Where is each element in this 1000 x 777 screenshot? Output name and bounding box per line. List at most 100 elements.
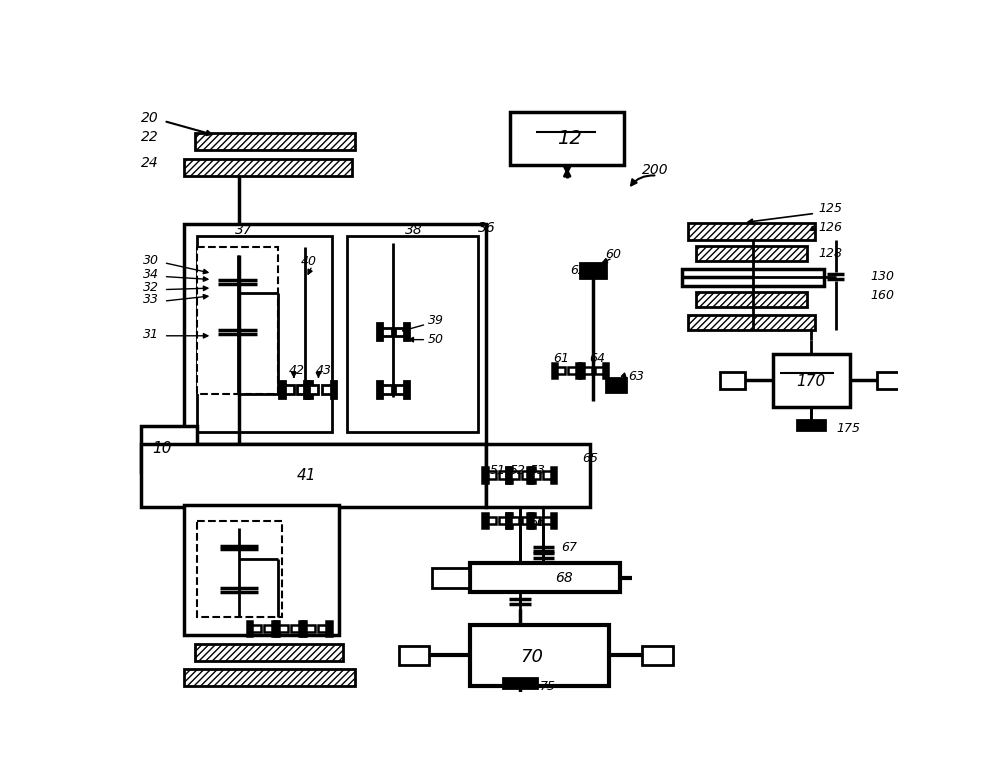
Bar <box>557 367 565 375</box>
Bar <box>184 669 355 686</box>
Text: 126: 126 <box>818 221 842 235</box>
Text: 50: 50 <box>428 333 444 346</box>
Text: 65: 65 <box>582 452 598 465</box>
Bar <box>197 521 282 617</box>
Bar <box>506 468 512 483</box>
Bar <box>404 323 409 340</box>
Bar <box>797 420 825 430</box>
Text: 62: 62 <box>570 264 586 277</box>
Bar <box>773 354 850 407</box>
Bar <box>184 224 486 444</box>
Text: 170: 170 <box>796 374 825 388</box>
Text: 20: 20 <box>141 111 159 125</box>
Bar <box>506 468 511 483</box>
Text: 200: 200 <box>642 163 668 177</box>
Bar <box>197 247 278 393</box>
Bar <box>642 646 673 665</box>
Bar <box>488 472 496 479</box>
Bar <box>877 372 901 389</box>
Text: 130: 130 <box>871 270 895 283</box>
Bar <box>252 625 261 632</box>
Bar <box>533 472 540 479</box>
Bar <box>470 563 620 592</box>
Bar <box>603 363 608 378</box>
Text: 75: 75 <box>539 680 555 692</box>
Text: 32: 32 <box>143 280 159 294</box>
Bar <box>511 517 519 524</box>
Bar <box>306 625 315 632</box>
Bar <box>595 367 603 375</box>
Bar <box>529 513 535 528</box>
Text: 40: 40 <box>301 255 317 267</box>
Bar <box>285 385 294 394</box>
Bar <box>264 625 272 632</box>
Bar <box>696 246 807 261</box>
Bar <box>576 363 581 378</box>
Bar <box>432 568 469 587</box>
Text: 125: 125 <box>818 202 842 215</box>
Bar <box>184 159 352 176</box>
Text: 53: 53 <box>529 464 545 477</box>
Text: 38: 38 <box>405 223 422 237</box>
Text: 41: 41 <box>297 468 316 483</box>
Bar <box>606 378 626 392</box>
Bar <box>482 513 488 528</box>
Text: 30: 30 <box>143 254 159 267</box>
Bar <box>326 621 332 636</box>
Bar <box>580 263 606 278</box>
Bar <box>377 323 382 340</box>
Bar <box>331 382 336 398</box>
Text: 12: 12 <box>557 129 582 148</box>
Bar <box>527 513 533 528</box>
Bar <box>322 385 331 394</box>
Text: 68: 68 <box>555 570 573 584</box>
Bar <box>682 269 824 286</box>
Bar <box>584 367 592 375</box>
Bar <box>279 382 285 398</box>
Bar <box>510 113 624 165</box>
Text: 63: 63 <box>628 370 644 383</box>
Text: 67: 67 <box>561 541 577 554</box>
Bar <box>404 382 409 398</box>
Text: 61: 61 <box>553 353 569 365</box>
Bar <box>551 468 556 483</box>
Bar <box>399 646 429 665</box>
Bar <box>522 472 529 479</box>
Text: 22: 22 <box>141 130 159 144</box>
Bar <box>568 367 576 375</box>
Bar <box>141 444 486 507</box>
Bar <box>503 678 537 688</box>
Bar <box>688 222 815 239</box>
Bar <box>720 372 745 389</box>
Bar <box>395 328 404 336</box>
Bar <box>318 625 326 632</box>
Bar <box>309 385 318 394</box>
Bar <box>382 328 392 336</box>
Text: 33: 33 <box>143 293 159 306</box>
Bar <box>579 363 584 378</box>
Bar <box>552 363 557 378</box>
Bar <box>499 517 506 524</box>
Bar <box>499 472 506 479</box>
Text: 160: 160 <box>871 289 895 302</box>
Bar <box>533 517 540 524</box>
Bar <box>506 513 512 528</box>
Text: 66: 66 <box>529 517 545 529</box>
Text: 175: 175 <box>836 422 860 434</box>
Bar <box>696 292 807 307</box>
Text: 70: 70 <box>520 648 543 666</box>
Text: 31: 31 <box>143 328 159 341</box>
Bar <box>184 505 339 635</box>
Bar <box>306 382 312 398</box>
Bar <box>247 621 252 636</box>
Bar <box>529 468 535 483</box>
Bar <box>395 385 404 394</box>
Bar <box>272 621 278 636</box>
Bar <box>297 385 306 394</box>
Bar <box>141 426 197 472</box>
Text: 60: 60 <box>605 249 621 261</box>
Bar <box>291 625 299 632</box>
Bar <box>347 235 478 432</box>
Bar <box>543 472 551 479</box>
Text: 52: 52 <box>510 464 526 477</box>
